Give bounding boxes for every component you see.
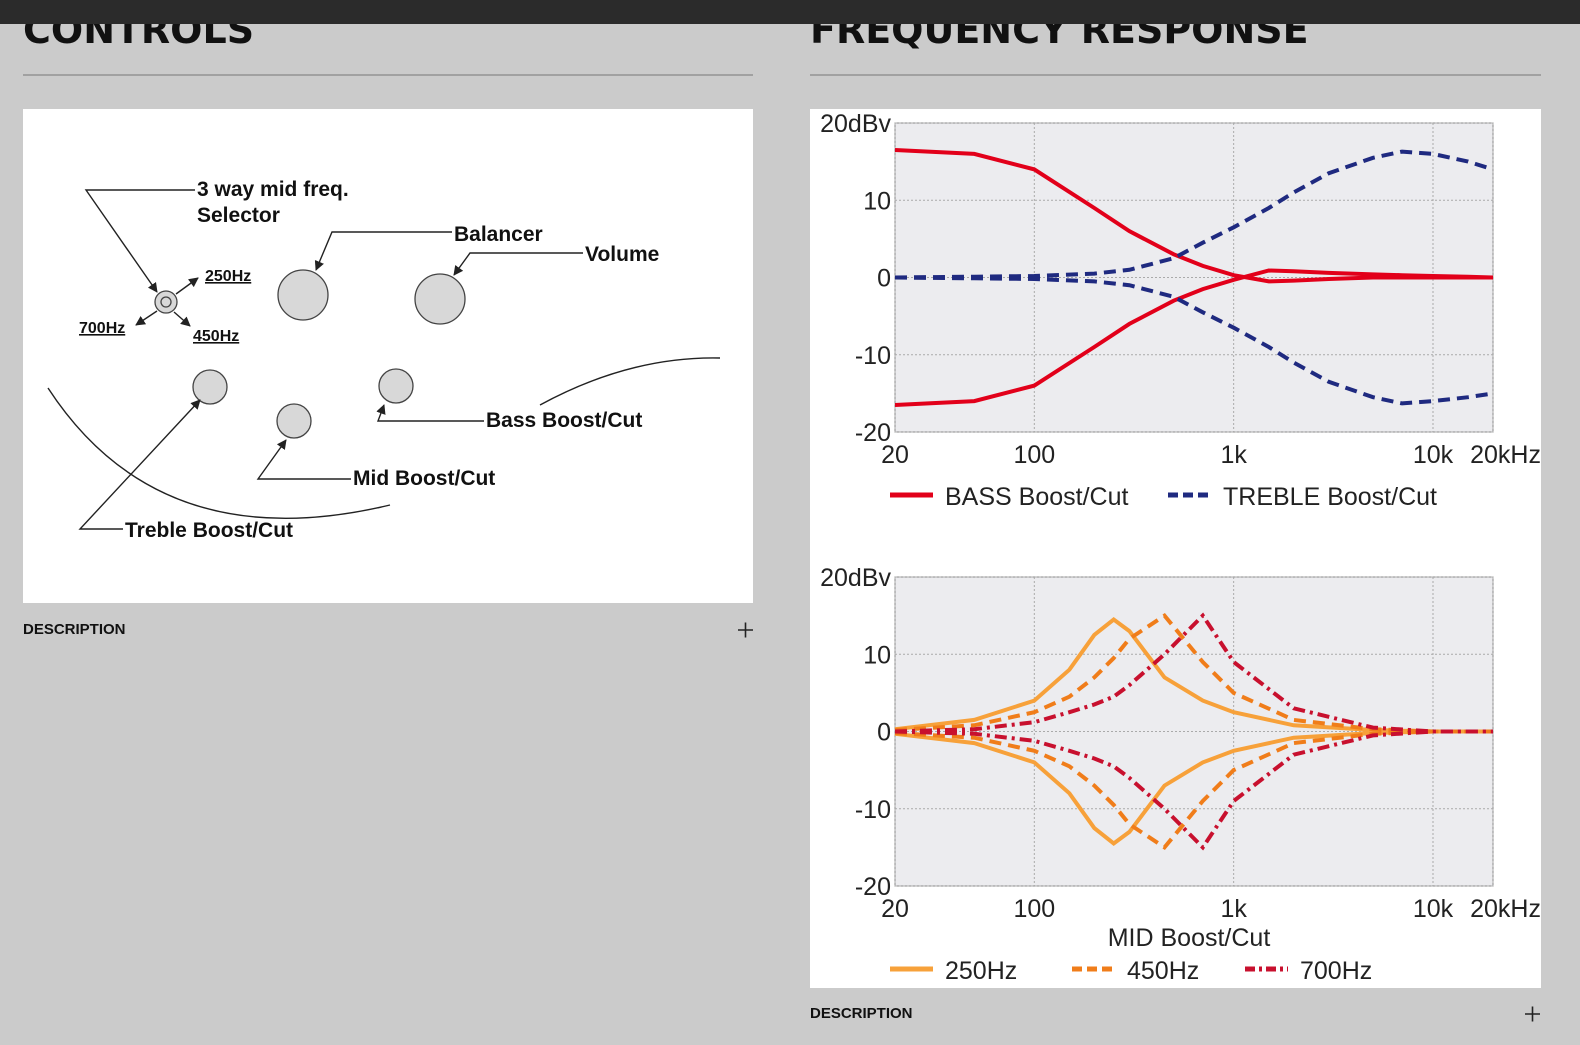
response-curve	[894, 612, 1493, 734]
y-tick-label: 20dBv	[820, 110, 891, 138]
response-curve	[894, 612, 1493, 734]
y-tick-label: 10	[863, 187, 891, 215]
x-tick-label: 100	[1013, 441, 1055, 469]
response-curve	[894, 729, 1493, 851]
diagram-label: 700Hz	[79, 320, 125, 337]
legend-label: 700Hz	[1300, 957, 1372, 985]
x-axis-label: MID Boost/Cut	[1108, 924, 1271, 952]
diagram-label: 450Hz	[193, 328, 239, 345]
x-tick-label: 1k	[1220, 895, 1247, 923]
response-curve	[894, 268, 1494, 407]
x-tick-label: 20kHz	[1470, 441, 1541, 469]
diagram-label: Volume	[585, 243, 659, 266]
response-curve	[894, 275, 1494, 406]
description-toggle[interactable]: DESCRIPTION	[810, 1005, 913, 1022]
y-tick-label: -20	[855, 873, 891, 901]
diagram-label: 250Hz	[205, 268, 251, 285]
expand-icon[interactable]	[738, 622, 753, 638]
x-tick-label: 100	[1013, 895, 1055, 923]
diagram-label: Balancer	[454, 223, 543, 246]
x-tick-label: 10k	[1413, 441, 1454, 469]
y-tick-label: 0	[877, 719, 891, 747]
x-tick-label: 1k	[1220, 441, 1247, 469]
x-tick-label: 20	[881, 895, 909, 923]
y-tick-label: 20dBv	[820, 564, 891, 592]
diagram-label: Selector	[197, 204, 280, 227]
description-toggle[interactable]: DESCRIPTION	[23, 621, 126, 638]
x-tick-label: 20	[881, 441, 909, 469]
diagram-label: 3 way mid freq.	[197, 178, 349, 201]
y-tick-label: 0	[877, 265, 891, 293]
expand-icon[interactable]	[1525, 1006, 1540, 1022]
top-bar	[0, 0, 1580, 24]
x-tick-label: 20kHz	[1470, 895, 1541, 923]
legend-label: TREBLE Boost/Cut	[1223, 483, 1437, 511]
diagram-label: Mid Boost/Cut	[353, 467, 495, 490]
x-tick-label: 10k	[1413, 895, 1454, 923]
legend-label: 250Hz	[945, 957, 1017, 985]
y-tick-label: -20	[855, 419, 891, 447]
legend-label: BASS Boost/Cut	[945, 483, 1128, 511]
response-curve	[894, 149, 1494, 280]
y-tick-label: 10	[863, 641, 891, 669]
y-tick-label: -10	[855, 796, 891, 824]
diagram-label: Treble Boost/Cut	[125, 519, 293, 542]
controls-diagram: 3 way mid freq. Selector 250Hz 700Hz 450…	[23, 109, 753, 603]
legend-label: 450Hz	[1127, 957, 1199, 985]
diagram-label: Bass Boost/Cut	[486, 409, 642, 432]
response-curve	[894, 729, 1493, 851]
y-tick-label: -10	[855, 342, 891, 370]
